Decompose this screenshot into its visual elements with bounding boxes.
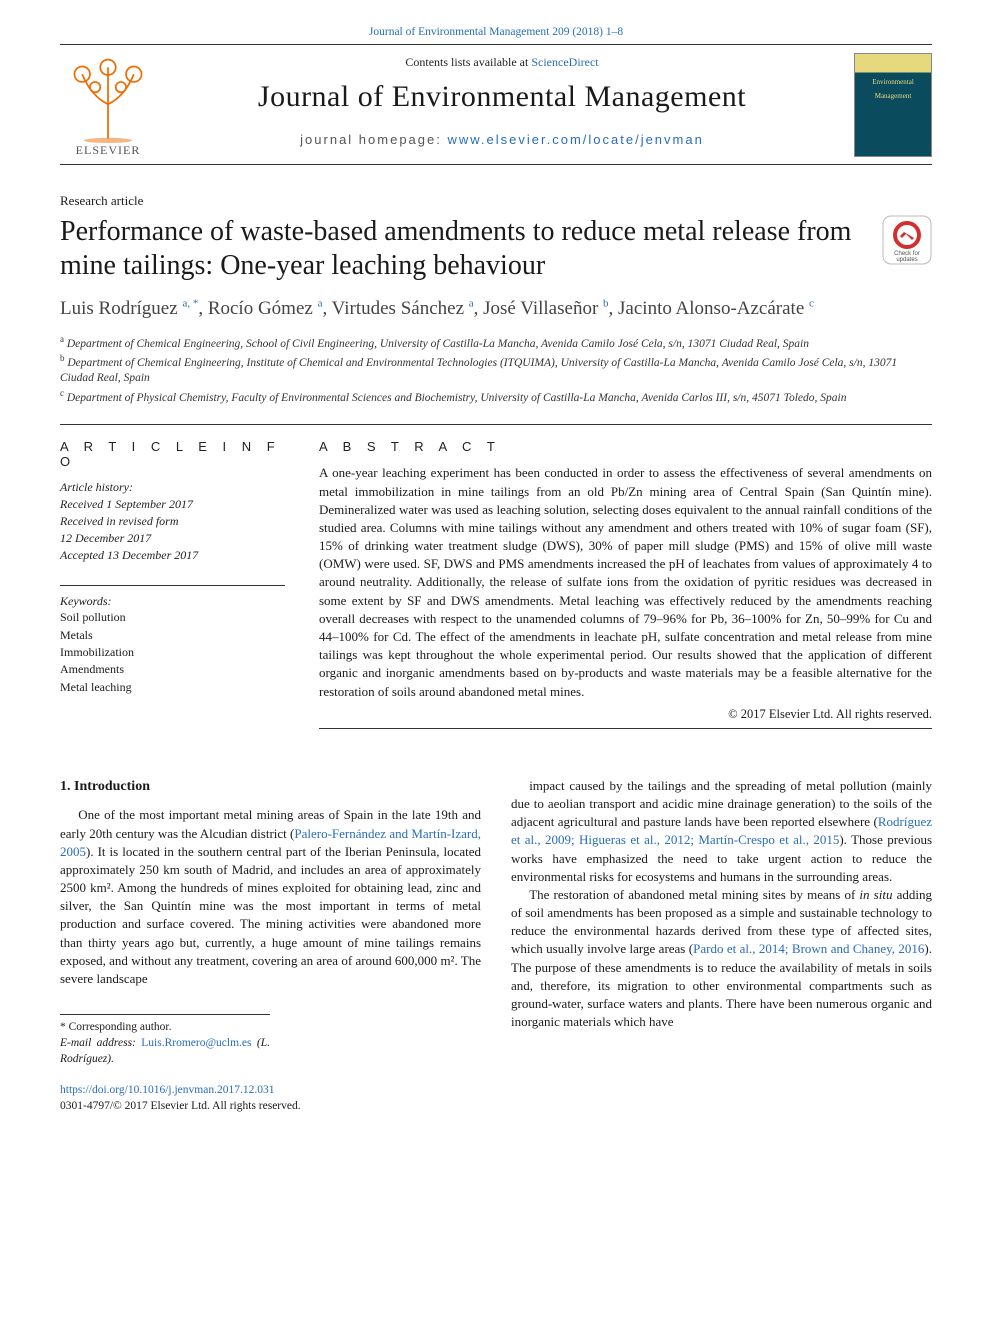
history-received: Received 1 September 2017: [60, 496, 285, 513]
contents-available-line: Contents lists available at ScienceDirec…: [156, 55, 848, 70]
affiliation-b: b Department of Chemical Engineering, In…: [60, 352, 932, 387]
body-col-right: impact caused by the tailings and the sp…: [511, 777, 932, 1114]
svg-text:updates: updates: [896, 257, 917, 263]
sciencedirect-link[interactable]: ScienceDirect: [531, 55, 598, 69]
article-title: Performance of waste-based amendments to…: [60, 215, 870, 282]
keywords-lead: Keywords:: [60, 594, 285, 609]
history-revised-2: 12 December 2017: [60, 530, 285, 547]
elsevier-logo: ELSEVIER: [60, 45, 156, 164]
abstract-text: A one-year leaching experiment has been …: [319, 464, 932, 700]
author-4: José Villaseñor: [483, 298, 603, 319]
article-info-heading: A R T I C L E I N F O: [60, 439, 285, 469]
article-info-block: A R T I C L E I N F O Article history: R…: [60, 425, 285, 728]
body-paragraph: One of the most important metal mining a…: [60, 806, 481, 988]
keyword: Metal leaching: [60, 679, 285, 696]
email-link[interactable]: Luis.Rromero@uclm.es: [141, 1037, 251, 1049]
doi-line: https://doi.org/10.1016/j.jenvman.2017.1…: [60, 1082, 481, 1098]
body-paragraph: The restoration of abandoned metal minin…: [511, 886, 932, 1032]
keywords-list: Soil pollution Metals Immobilization Ame…: [60, 609, 285, 696]
author-1-aff: a, *: [182, 298, 198, 310]
crossmark-icon[interactable]: Check for updates: [882, 215, 932, 265]
elsevier-tree-icon: [65, 57, 151, 143]
rule-below-abstract: [319, 728, 932, 729]
article-history: Article history: Received 1 September 20…: [60, 479, 285, 563]
elsevier-wordmark: ELSEVIER: [76, 143, 141, 158]
journal-homepage-line: journal homepage: www.elsevier.com/locat…: [156, 132, 848, 147]
history-lead: Article history:: [60, 479, 285, 496]
author-2: Rocío Gómez: [208, 298, 318, 319]
abstract-copyright: © 2017 Elsevier Ltd. All rights reserved…: [319, 707, 932, 722]
abstract-heading: A B S T R A C T: [319, 439, 932, 454]
journal-header-bar: ELSEVIER Contents lists available at Sci…: [60, 45, 932, 165]
running-head-text: Journal of Environmental Management 209 …: [369, 26, 623, 38]
affiliation-a: a Department of Chemical Engineering, Sc…: [60, 333, 932, 352]
affiliations: a Department of Chemical Engineering, Sc…: [60, 333, 932, 407]
abstract-block: A B S T R A C T A one-year leaching expe…: [319, 425, 932, 728]
authors: Luis Rodríguez a, *, Rocío Gómez a, Virt…: [60, 296, 932, 323]
cover-title-2: Management: [855, 86, 931, 100]
issn-copyright-line: 0301-4797/© 2017 Elsevier Ltd. All right…: [60, 1098, 481, 1114]
cover-title-1: Environmental: [855, 72, 931, 86]
author-5-aff: c: [809, 298, 814, 310]
keyword: Amendments: [60, 661, 285, 678]
body-paragraph: impact caused by the tailings and the sp…: [511, 777, 932, 886]
body-col-left: 1. Introduction One of the most importan…: [60, 777, 481, 1114]
author-5: Jacinto Alonso-Azcárate: [618, 298, 809, 319]
citation-link[interactable]: Pardo et al., 2014; Brown and Chaney, 20…: [693, 941, 924, 956]
contents-prefix: Contents lists available at: [405, 55, 531, 69]
corresponding-email-line: E-mail address: Luis.Rromero@uclm.es (L.…: [60, 1035, 270, 1067]
history-accepted: Accepted 13 December 2017: [60, 547, 285, 564]
title-row: Performance of waste-based amendments to…: [60, 215, 932, 282]
keywords-block: Keywords: Soil pollution Metals Immobili…: [60, 585, 285, 696]
author-1: Luis Rodríguez: [60, 298, 182, 319]
keyword: Metals: [60, 627, 285, 644]
journal-cover-thumb: Environmental Management: [854, 53, 932, 157]
corresponding-footer: * Corresponding author. E-mail address: …: [60, 1014, 270, 1067]
running-head: Journal of Environmental Management 209 …: [60, 26, 932, 38]
journal-header-center: Contents lists available at ScienceDirec…: [156, 45, 848, 164]
doi-link[interactable]: https://doi.org/10.1016/j.jenvman.2017.1…: [60, 1084, 274, 1096]
meta-row: A R T I C L E I N F O Article history: R…: [60, 425, 932, 728]
history-revised-1: Received in revised form: [60, 513, 285, 530]
corresponding-author: * Corresponding author.: [60, 1019, 270, 1035]
journal-name: Journal of Environmental Management: [156, 80, 848, 114]
section-heading: 1. Introduction: [60, 777, 481, 797]
article-type: Research article: [60, 193, 932, 209]
journal-homepage-url[interactable]: www.elsevier.com/locate/jenvman: [447, 132, 703, 147]
keyword: Soil pollution: [60, 609, 285, 626]
keyword: Immobilization: [60, 644, 285, 661]
body-columns: 1. Introduction One of the most importan…: [60, 777, 932, 1114]
author-3: Virtudes Sánchez: [332, 298, 469, 319]
page: Journal of Environmental Management 209 …: [0, 0, 992, 1323]
affiliation-c: c Department of Physical Chemistry, Facu…: [60, 387, 932, 406]
homepage-prefix: journal homepage:: [300, 132, 447, 147]
